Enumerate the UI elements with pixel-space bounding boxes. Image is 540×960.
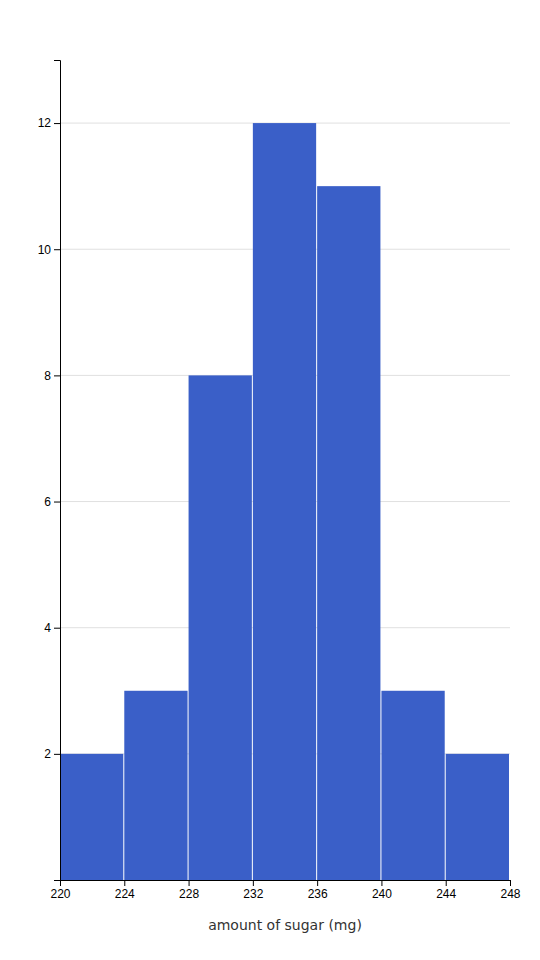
- axis-line: [54, 61, 61, 881]
- tick: 236: [308, 880, 328, 901]
- tick: 240: [372, 880, 392, 901]
- bar: [253, 123, 316, 880]
- tick: 4: [44, 621, 60, 635]
- tick-mark: [317, 880, 318, 886]
- tick: 220: [50, 880, 70, 901]
- tick: 224: [115, 880, 135, 901]
- tick-mark: [446, 880, 447, 886]
- bar: [317, 186, 380, 880]
- tick: 2: [44, 747, 60, 761]
- y-axis: 2 4 6 8 10 12: [38, 61, 61, 881]
- bar: [124, 691, 187, 880]
- tick: 10: [38, 243, 60, 257]
- tick: 244: [436, 880, 456, 901]
- bar: [446, 754, 509, 880]
- tick-mark: [54, 628, 60, 629]
- tick: 6: [44, 495, 60, 509]
- tick-mark: [54, 754, 60, 755]
- tick: 12: [38, 116, 60, 130]
- tick-label: 240: [372, 887, 392, 901]
- tick-mark: [189, 880, 190, 886]
- tick-label: 4: [44, 621, 51, 635]
- tick: 232: [243, 880, 263, 901]
- tick-mark: [510, 880, 511, 886]
- axis-line: [61, 881, 511, 887]
- tick-mark: [381, 880, 382, 886]
- tick-label: 6: [44, 495, 51, 509]
- bar: [381, 691, 444, 880]
- tick-mark: [124, 880, 125, 886]
- bars: [60, 123, 509, 880]
- tick-label: 8: [44, 369, 51, 383]
- tick-mark: [253, 880, 254, 886]
- x-axis-label: amount of sugar (mg): [208, 917, 362, 933]
- bar: [60, 754, 123, 880]
- tick-label: 244: [436, 887, 456, 901]
- tick-mark: [54, 375, 60, 376]
- tick-label: 232: [243, 887, 263, 901]
- tick-mark: [54, 502, 60, 503]
- tick-label: 248: [500, 887, 520, 901]
- chart-svg: 220 224 228 232 236 240 244 248 2 4 6 8 10 12 amount o…: [0, 0, 540, 960]
- tick-mark: [54, 123, 60, 124]
- tick-label: 224: [115, 887, 135, 901]
- tick: 248: [500, 880, 520, 901]
- bar: [189, 375, 252, 880]
- tick-label: 10: [38, 243, 52, 257]
- x-axis: 220 224 228 232 236 240 244 248: [50, 880, 520, 901]
- chart-container: 220 224 228 232 236 240 244 248 2 4 6 8 10 12 amount o…: [0, 0, 540, 960]
- tick-mark: [54, 249, 60, 250]
- tick-label: 228: [179, 887, 199, 901]
- tick-label: 12: [38, 116, 52, 130]
- plot-area: 220 224 228 232 236 240 244 248 2 4 6 8 10 12: [38, 61, 521, 901]
- tick-label: 220: [50, 887, 70, 901]
- tick: 228: [179, 880, 199, 901]
- tick: 8: [44, 369, 60, 383]
- tick-label: 2: [44, 747, 51, 761]
- tick-label: 236: [308, 887, 328, 901]
